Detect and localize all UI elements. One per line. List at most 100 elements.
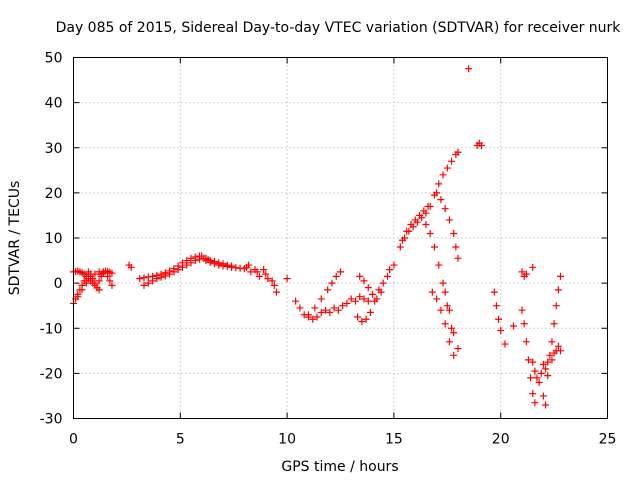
data-point <box>270 281 278 289</box>
grid <box>73 57 608 419</box>
data-point <box>396 243 404 251</box>
series-seg-z <box>518 268 530 280</box>
series-seg-s <box>422 220 456 332</box>
x-tick-label: 20 <box>492 432 510 448</box>
series-seg-ac <box>539 392 550 409</box>
data-point <box>366 308 374 316</box>
data-point <box>364 297 372 305</box>
data-point <box>309 315 317 323</box>
data-point <box>398 236 406 244</box>
data-point <box>510 322 518 330</box>
data-point <box>379 279 387 287</box>
data-point <box>407 220 415 228</box>
x-tick-label: 15 <box>385 432 403 448</box>
y-tick-label: 30 <box>45 141 63 157</box>
series-seg-ad <box>529 263 537 271</box>
x-tick-label: 25 <box>599 432 617 448</box>
data-point <box>390 261 398 269</box>
data-point <box>149 272 157 280</box>
data-point <box>255 272 263 280</box>
data-point <box>527 374 535 382</box>
data-point <box>343 299 351 307</box>
data-point <box>351 297 359 305</box>
data-point <box>296 304 304 312</box>
data-point <box>433 295 441 303</box>
data-point <box>330 304 338 312</box>
data-point <box>260 266 268 274</box>
data-point <box>337 268 344 276</box>
data-point <box>347 295 355 303</box>
data-point <box>157 270 165 278</box>
y-tick-label: -10 <box>40 321 63 337</box>
data-point <box>501 340 509 348</box>
data-point <box>364 284 372 292</box>
x-tick-label: 0 <box>69 432 78 448</box>
data-point <box>445 216 453 224</box>
series-seg-o <box>379 261 398 287</box>
data-point <box>202 254 210 262</box>
data-point <box>548 356 556 364</box>
data-point <box>206 257 214 265</box>
data-point <box>557 347 565 355</box>
data-point <box>554 286 562 294</box>
data-point <box>304 311 312 319</box>
data-point <box>497 327 505 335</box>
data-point <box>262 270 270 278</box>
data-point <box>495 315 503 323</box>
axes: 0 5 10 15 20 25 -30 -20 -10 0 10 20 30 40 50 <box>40 51 617 448</box>
series-seg-i <box>243 261 280 296</box>
data-point <box>439 171 447 179</box>
data-point <box>170 265 178 273</box>
data-point <box>95 268 103 276</box>
data-point <box>386 266 394 274</box>
data-point <box>292 297 300 305</box>
data-point <box>228 262 236 270</box>
data-point <box>322 306 330 314</box>
data-point <box>424 202 432 210</box>
data-point <box>531 367 539 375</box>
data-point <box>183 257 191 265</box>
data-point <box>542 365 550 373</box>
y-tick-label: 20 <box>45 186 63 202</box>
data-point <box>443 302 451 310</box>
data-points <box>70 65 565 409</box>
data-point <box>219 260 227 268</box>
series-seg-aa <box>518 306 539 407</box>
data-point <box>539 360 547 368</box>
data-point <box>74 293 82 301</box>
data-point <box>450 351 458 359</box>
data-point <box>324 286 332 294</box>
data-point <box>439 279 447 287</box>
data-point <box>127 263 135 271</box>
data-point <box>518 306 526 314</box>
data-point <box>373 295 381 303</box>
data-point <box>518 268 526 276</box>
series-seg-e <box>140 254 212 289</box>
data-point <box>544 358 552 366</box>
data-point <box>465 65 473 73</box>
y-tick-label: 40 <box>45 96 63 112</box>
series-seg-x <box>490 288 505 335</box>
data-point <box>435 261 443 269</box>
data-point <box>454 345 462 353</box>
data-point <box>334 306 342 314</box>
data-point <box>535 378 543 386</box>
data-point <box>95 286 103 294</box>
data-point <box>360 295 368 303</box>
data-point <box>441 288 449 296</box>
data-point <box>537 369 545 377</box>
data-point <box>326 308 334 316</box>
data-point <box>454 148 462 156</box>
series-seg-n <box>356 272 385 303</box>
series-seg-u <box>441 288 462 353</box>
data-point <box>529 358 537 366</box>
data-point <box>272 288 280 296</box>
data-point <box>78 286 86 294</box>
data-point <box>332 272 340 280</box>
y-tick-label: 0 <box>54 276 63 292</box>
data-point <box>136 275 144 283</box>
y-tick-label: -30 <box>40 412 63 428</box>
data-point <box>283 275 291 283</box>
series-seg-p <box>396 148 462 251</box>
